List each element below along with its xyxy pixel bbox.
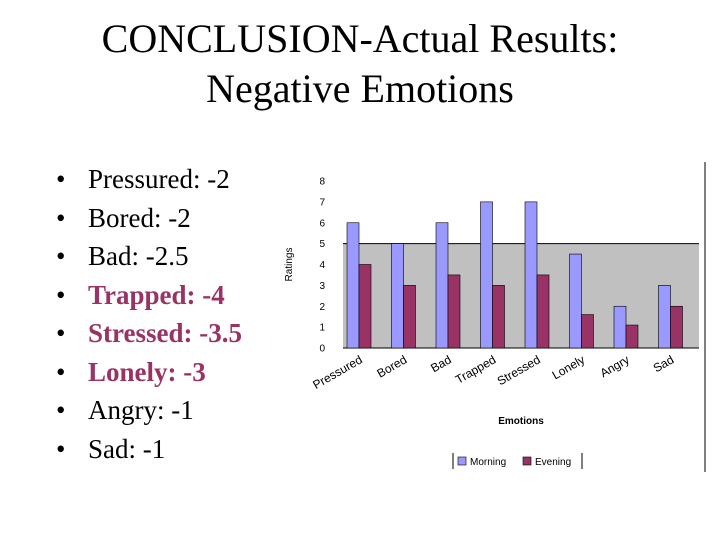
y-tick-label: 8 — [319, 177, 325, 188]
bullet-list: • Pressured: -2 • Bored: -2 • Bad: -2.5 • Tr… — [56, 160, 242, 468]
bullet-text: Lonely: -3 — [88, 356, 206, 387]
x-tick-label: Pressured — [310, 352, 364, 391]
bar — [391, 243, 404, 349]
bar — [492, 285, 505, 349]
y-tick-label: 4 — [319, 260, 325, 271]
bullet-dot: • — [56, 202, 66, 233]
bullet-dot: • — [56, 164, 66, 194]
bar — [613, 305, 627, 349]
x-tick-label: Lonely — [550, 352, 588, 382]
x-axis-label: Emotions — [498, 416, 544, 427]
y-tick-label: 2 — [319, 302, 325, 313]
slide-title-line-2: Negative Emotions — [206, 66, 514, 111]
bullet-dot: • — [56, 356, 66, 387]
bullet-text: Sad: -1 — [88, 433, 166, 464]
bar — [480, 201, 493, 349]
bullet-text: Trapped: -4 — [88, 279, 225, 310]
bullet-text: Bored: -2 — [88, 202, 191, 233]
x-tick-label: Angry — [598, 352, 632, 380]
bullet-text: Bad: -2.5 — [88, 241, 189, 271]
bar — [447, 274, 461, 349]
bar — [581, 314, 594, 349]
bar — [536, 274, 550, 349]
legend-swatch-morning — [457, 456, 467, 466]
legend-swatch-evening — [522, 456, 532, 466]
legend-label-morning: Morning — [470, 457, 506, 468]
bullet-text: Pressured: -2 — [88, 164, 230, 194]
bullet-item: • Pressured: -2 — [56, 160, 242, 199]
slide-title: CONCLUSION-Actual Results: Negative Emot… — [0, 14, 720, 114]
bar — [435, 222, 449, 349]
bullet-item: • Bored: -2 — [56, 199, 242, 238]
x-tick-label: Bored — [375, 352, 410, 380]
y-tick-label: 5 — [319, 239, 325, 250]
bullet-text: Stressed: -3.5 — [88, 318, 242, 348]
bullet-item: • Stressed: -3.5 — [56, 314, 242, 353]
bullet-item: • Angry: -1 — [56, 391, 242, 430]
slide-title-line-1: CONCLUSION-Actual Results: — [101, 16, 619, 61]
x-tick-label: Bad — [428, 352, 453, 375]
bullet-item: • Lonely: -3 — [56, 353, 242, 392]
bar — [658, 285, 671, 349]
y-axis-label: Ratings — [284, 248, 295, 282]
x-tick-label: Trapped — [453, 352, 498, 386]
chart-svg: 0 1 2 3 4 5 6 7 8 Ratings Pressured Bored Bad Trapped… — [284, 162, 706, 472]
bullet-dot: • — [56, 241, 66, 271]
bar — [569, 253, 582, 349]
bullet-dot: • — [56, 433, 66, 464]
legend-label-evening: Evening — [535, 457, 571, 468]
y-tick-label: 6 — [319, 218, 325, 229]
bullet-dot: • — [56, 318, 66, 348]
bar — [625, 324, 639, 349]
bar — [524, 201, 538, 349]
y-tick-label: 0 — [319, 344, 325, 355]
bar — [346, 222, 360, 349]
bar-chart: 0 1 2 3 4 5 6 7 8 Ratings Pressured Bored Bad Trapped… — [275, 160, 715, 480]
y-tick-label: 7 — [319, 197, 325, 208]
bar — [358, 264, 372, 349]
x-tick-label: Stressed — [495, 352, 543, 388]
bullet-item: • Bad: -2.5 — [56, 237, 242, 276]
y-tick-label: 3 — [319, 281, 325, 292]
bar — [403, 285, 416, 349]
y-tick-label: 1 — [319, 323, 325, 334]
bullet-dot: • — [56, 395, 66, 425]
bullet-text: Angry: -1 — [88, 395, 194, 425]
bar — [670, 305, 683, 349]
bullet-item: • Trapped: -4 — [56, 276, 242, 315]
bullet-item: • Sad: -1 — [56, 430, 242, 469]
x-tick-label: Sad — [651, 352, 676, 375]
bullet-dot: • — [56, 279, 66, 310]
